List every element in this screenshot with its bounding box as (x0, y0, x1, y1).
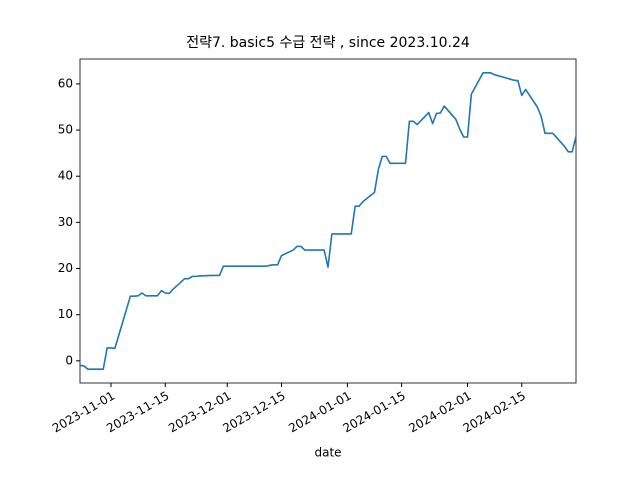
y-tick-label: 50 (58, 123, 73, 137)
chart-title: 전략7. basic5 수급 전략 , since 2023.10.24 (186, 35, 470, 51)
line-series (79, 72, 577, 370)
y-tick-label: 0 (65, 353, 73, 367)
y-tick-label: 40 (58, 169, 73, 183)
y-tick-label: 10 (58, 307, 73, 321)
y-tick-label: 20 (58, 261, 73, 275)
plot-frame (79, 58, 577, 384)
x-axis-label: date (314, 446, 341, 460)
y-tick-label: 60 (58, 76, 73, 90)
y-tick-label: 30 (58, 215, 73, 229)
